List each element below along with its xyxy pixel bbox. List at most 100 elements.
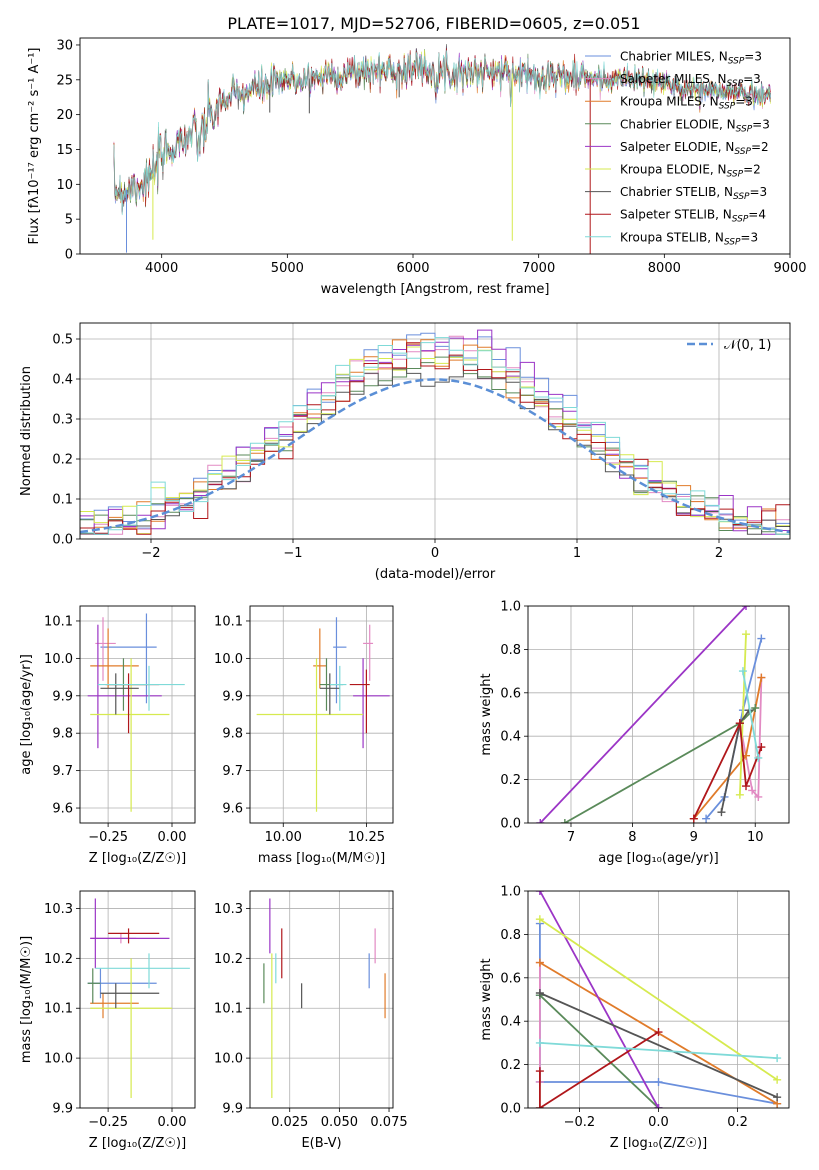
weight-marker <box>654 1028 663 1037</box>
weight-marker <box>742 782 751 791</box>
x-tick-label: 0.2 <box>727 1115 748 1130</box>
plot-area <box>113 44 771 254</box>
spectrum-line-kroupa_stelib <box>113 50 771 216</box>
weight-marker <box>757 673 766 682</box>
panel-age_vs_Z: −0.25 0.00 9.6 9.7 9.8 9.9 10.0 10.1 Z [log₁₀(Z/… <box>19 605 196 866</box>
x-tick-label: 10.00 <box>265 830 302 845</box>
y-tick-label: 30 <box>56 38 73 53</box>
y-tick-label: 0.0 <box>52 533 73 548</box>
errorbar-kroupa_stelib <box>329 665 347 711</box>
legend-entry: Kroupa MILES, NSSP=3 <box>585 95 753 112</box>
y-tick-label: 15 <box>56 143 73 158</box>
weight-marker <box>689 814 698 823</box>
y-tick-label: 10 <box>56 178 73 193</box>
weight-line <box>742 670 760 759</box>
x-axis-label: (data-model)/error <box>375 567 496 582</box>
weight-marker <box>748 786 757 795</box>
x-tick-label: 10 <box>747 830 764 845</box>
y-tick-label: 0.5 <box>52 333 73 348</box>
legend-label: Chabrier STELIB, NSSP=3 <box>620 185 767 202</box>
weight-line <box>564 707 756 823</box>
y-tick-label: 10.0 <box>214 652 243 667</box>
x-tick-label: 0.00 <box>158 1115 187 1130</box>
y-axis-label: Normed distribution <box>19 366 34 496</box>
weight-marker <box>536 819 545 823</box>
weight-series-kroupa_elodie <box>735 630 751 799</box>
legend: 𝒩(0, 1) <box>687 338 771 353</box>
y-tick-label: 9.9 <box>222 1102 243 1117</box>
weight-marker <box>742 630 751 639</box>
plot-area <box>528 606 789 823</box>
y-tick-label: 10.0 <box>214 1052 243 1067</box>
panel-spectrum: 4000 5000 6000 7000 8000 9000 0 5 10 15 20 25 30 wave… <box>27 37 807 297</box>
y-tick-label: 0.8 <box>500 928 521 943</box>
weight-marker <box>654 1077 663 1086</box>
axes-frame <box>249 890 394 1109</box>
legend-entry: Salpeter MILES, NSSP=3 <box>585 72 761 89</box>
legend-entry: Chabrier MILES, NSSP=3 <box>585 50 762 67</box>
legend-entry: Salpeter ELODIE, NSSP=2 <box>585 140 769 157</box>
weight-marker <box>773 1054 782 1063</box>
x-tick-label: 0.025 <box>271 1115 308 1130</box>
panel-mass_vs_Z: −0.25 0.00 9.9 10.0 10.1 10.2 10.3 Z [log₁₀(Z/Z… <box>19 890 196 1151</box>
y-tick-label: 0.4 <box>500 1015 521 1030</box>
errorbar-salpeter_elodie <box>353 658 390 749</box>
plot-area <box>250 606 393 823</box>
axes-frame <box>79 605 196 824</box>
weight-line <box>539 994 660 1108</box>
y-tick-label: 9.9 <box>222 689 243 704</box>
panel-weight_vs_age: 7 8 9 10 0.0 0.2 0.4 0.6 0.8 1.0 age [log₁₀(age/yr… <box>479 600 790 866</box>
y-tick-label: 1.0 <box>500 885 521 900</box>
weight-series-chabrier_elodie <box>560 703 760 823</box>
y-tick-label: 10.1 <box>214 1002 243 1017</box>
histogram-salpeter_stelib <box>80 342 790 539</box>
x-axis-label: mass [log₁₀(M/M☉)] <box>258 851 385 866</box>
x-tick-label: −0.2 <box>564 1115 596 1130</box>
plot-area <box>80 323 790 539</box>
histogram-kroupa_stelib <box>80 337 790 539</box>
legend-entry: Kroupa ELODIE, NSSP=2 <box>585 163 761 180</box>
y-tick-label: 0.0 <box>500 1102 521 1117</box>
y-tick-label: 5 <box>65 213 73 228</box>
y-axis-label: age [log₁₀(age/yr)] <box>19 654 34 775</box>
y-tick-label: 10.3 <box>214 902 243 917</box>
errorbar-chabrier_miles <box>333 617 347 704</box>
axes-frame <box>527 605 790 824</box>
x-tick-label: 7000 <box>522 261 555 276</box>
axes-frame <box>79 890 196 1109</box>
y-axis-label: mass [log₁₀(M/M☉)] <box>19 936 34 1063</box>
weight-marker <box>773 1075 782 1084</box>
errorbar-kroupa_miles <box>313 628 327 689</box>
weight-marker <box>735 790 744 799</box>
weight-line <box>539 1031 659 1108</box>
x-tick-label: 0.050 <box>321 1115 358 1130</box>
y-tick-label: 0.4 <box>52 373 73 388</box>
legend-label: Kroupa STELIB, NSSP=3 <box>620 230 758 247</box>
weight-series-salpeter_elodie <box>535 891 663 1108</box>
plot-area <box>80 606 195 823</box>
weight-marker <box>773 1093 782 1102</box>
x-axis-label: Z [log₁₀(Z/Z☉)] <box>89 851 186 866</box>
weight-series-kroupa_stelib <box>738 667 763 762</box>
weight-marker <box>702 814 711 823</box>
y-tick-label: 9.9 <box>52 1102 73 1117</box>
panel-weight_vs_Z: −0.2 0.0 0.2 0.0 0.2 0.4 0.6 0.8 1.0 Z [log₁₀(Z/Z… <box>479 885 790 1151</box>
panel-age_vs_mass: 10.00 10.25 9.6 9.7 9.8 9.9 10.0 10.1 mass [log₁… <box>214 605 394 866</box>
weight-line <box>739 634 747 795</box>
y-tick-label: 10.1 <box>44 614 73 629</box>
weight-marker <box>757 743 766 752</box>
errorbar-salpeter_stelib <box>105 673 160 734</box>
errorbar-chabrier_stelib <box>319 673 340 715</box>
weight-marker <box>754 792 763 801</box>
errorbar-salpeter_stelib <box>349 669 370 734</box>
weight-marker <box>742 606 751 610</box>
legend-label: Kroupa ELODIE, NSSP=2 <box>620 163 761 180</box>
weight-marker <box>751 703 760 712</box>
y-axis-label: mass weight <box>479 958 494 1040</box>
axes-frame <box>79 37 791 255</box>
x-tick-label: 10.25 <box>348 830 385 845</box>
weight-series-salpeter_stelib <box>689 719 766 823</box>
weight-marker <box>535 915 544 924</box>
y-tick-label: 0.2 <box>500 1058 521 1073</box>
